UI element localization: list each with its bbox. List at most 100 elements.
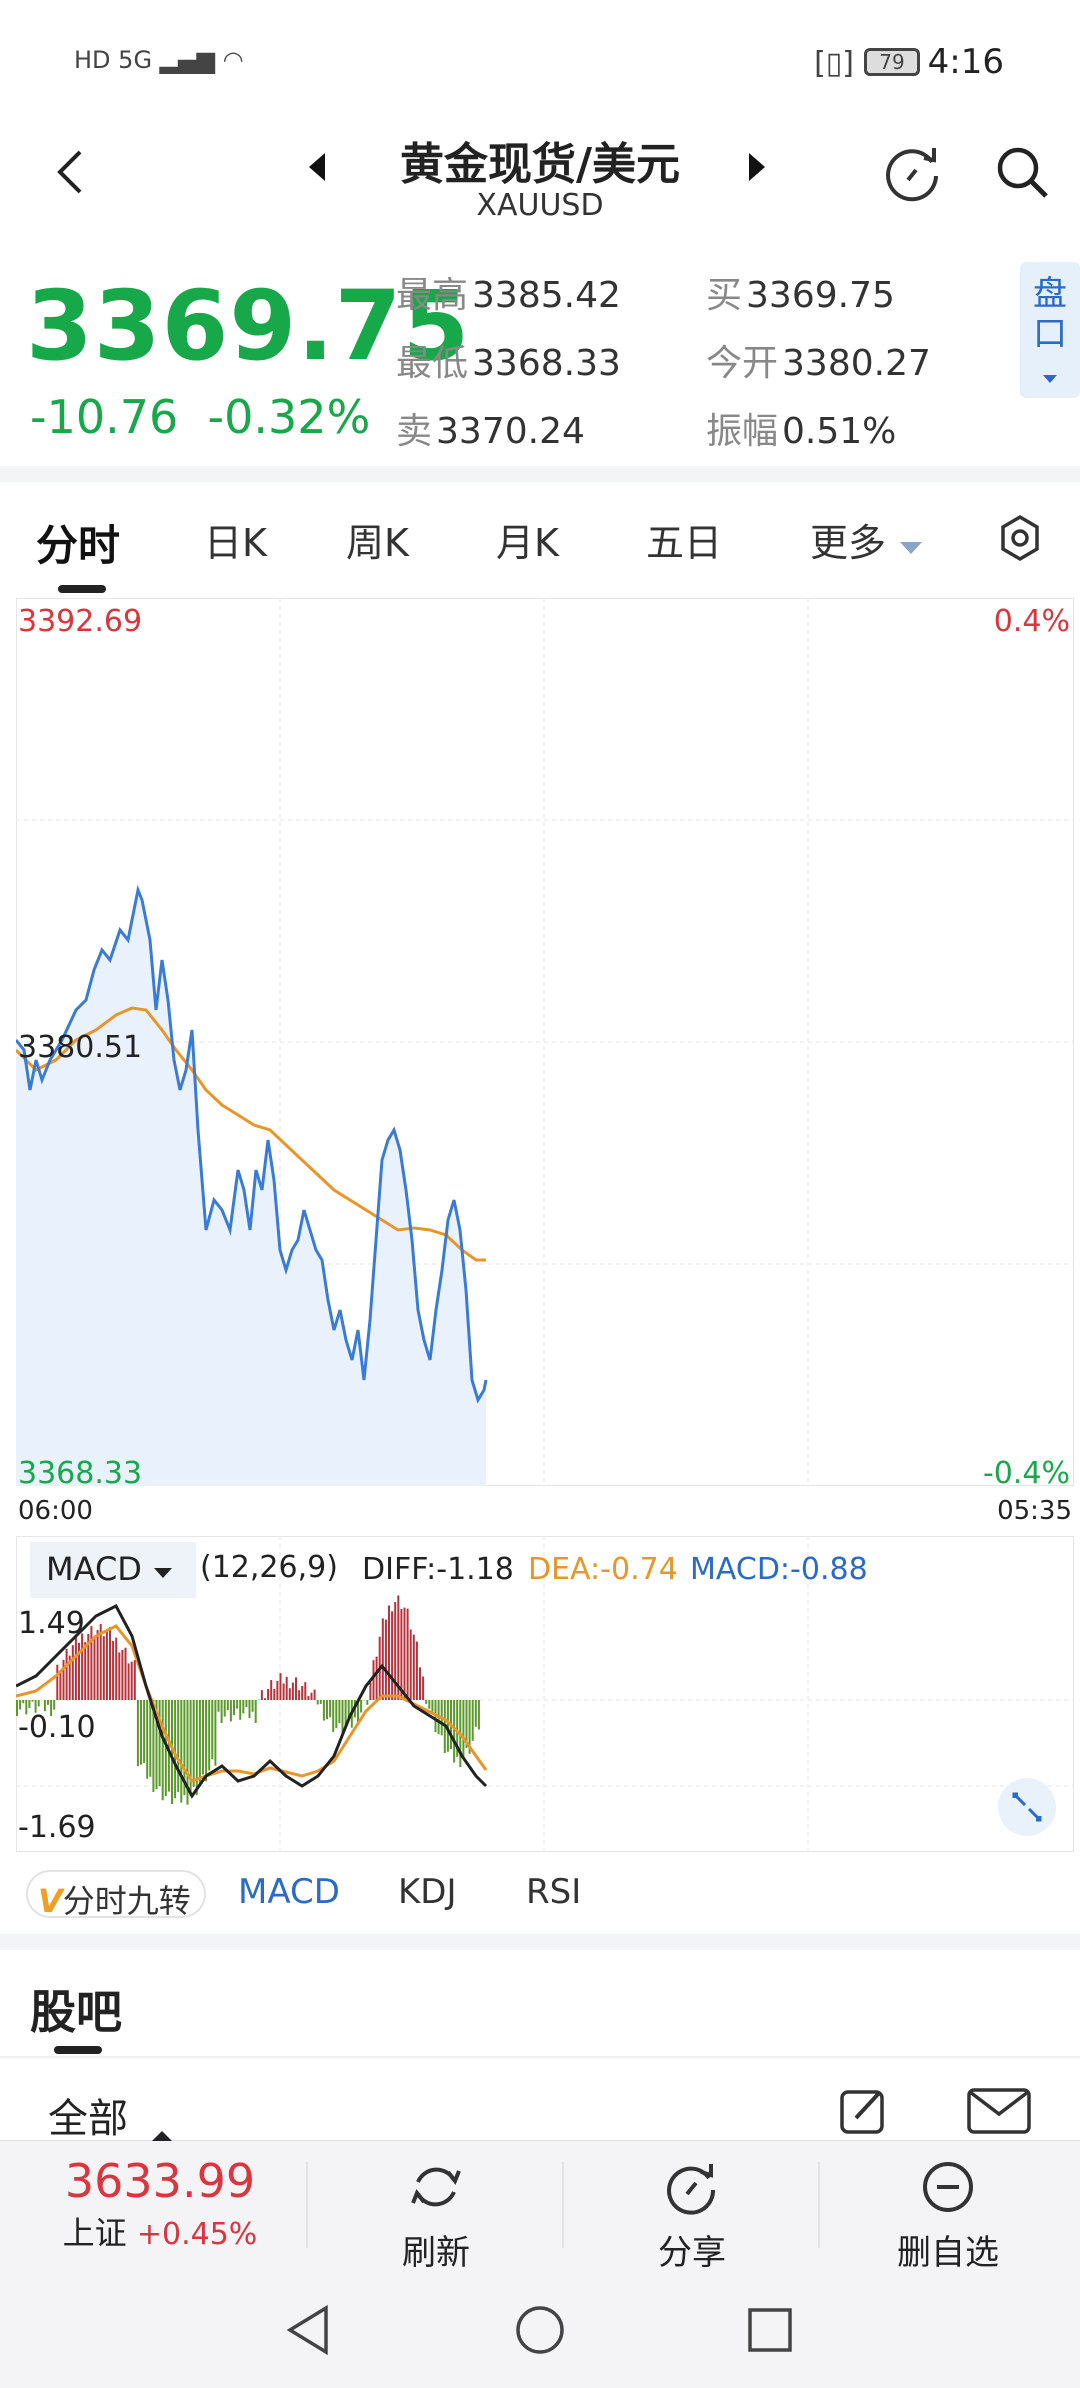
macd-bar xyxy=(298,1690,301,1700)
nav-home-icon[interactable] xyxy=(514,2304,566,2360)
macd-bar xyxy=(254,1700,257,1723)
pankou-button[interactable]: 盘口 xyxy=(1020,262,1080,398)
macd-bar xyxy=(388,1605,390,1700)
dea-line xyxy=(16,1624,488,1783)
message-icon[interactable] xyxy=(966,2086,1032,2136)
macd-bar xyxy=(87,1633,90,1700)
macd-bar xyxy=(412,1634,415,1700)
page-title: 黄金现货/美元 xyxy=(399,139,681,190)
edit-post-icon[interactable] xyxy=(836,2082,892,2138)
macd-chart[interactable] xyxy=(16,1536,1074,1852)
divider xyxy=(306,2162,308,2248)
macd-bar xyxy=(152,1700,155,1793)
macd-bar xyxy=(316,1700,319,1705)
macd-bar xyxy=(267,1689,270,1700)
last-price: 3369.75 xyxy=(26,270,471,382)
macd-bar xyxy=(397,1595,400,1700)
expand-icon[interactable] xyxy=(998,1778,1056,1836)
macd-bar xyxy=(400,1609,403,1700)
tab-monthly-k[interactable]: 月K xyxy=(496,521,559,565)
macd-bar xyxy=(43,1700,46,1712)
macd-bar xyxy=(419,1667,421,1700)
intraday-chart[interactable] xyxy=(16,598,1074,1486)
macd-bar xyxy=(25,1700,28,1715)
subtab-macd[interactable]: MACD xyxy=(238,1872,340,1912)
tab-daily-k[interactable]: 日K xyxy=(204,521,267,565)
remove-watchlist-button[interactable]: 删自选 xyxy=(848,2140,1048,2273)
macd-bar xyxy=(133,1660,136,1700)
macd-bar xyxy=(285,1676,288,1700)
settings-gear-icon[interactable] xyxy=(996,514,1044,562)
macd-bar xyxy=(264,1698,266,1700)
macd-bar xyxy=(428,1700,431,1709)
bottom-action-bar xyxy=(0,2140,1080,2268)
average-price-line xyxy=(16,1006,486,1262)
status-bar: HD 5G ▂▄▆ ◠ [▯] 79 4:16 xyxy=(0,0,1080,120)
macd-y-mid: -0.10 xyxy=(18,1710,96,1745)
macd-bar xyxy=(394,1602,397,1700)
macd-bar xyxy=(251,1700,254,1712)
macd-bar xyxy=(19,1700,22,1710)
macd-bar xyxy=(446,1700,449,1752)
tab-five-day[interactable]: 五日 xyxy=(646,521,723,565)
macd-bar xyxy=(403,1607,406,1700)
tab-intraday[interactable]: 分时 xyxy=(36,521,121,570)
back-icon[interactable] xyxy=(50,140,90,200)
macd-bar xyxy=(431,1700,434,1712)
macd-bar xyxy=(16,1700,18,1716)
macd-bar xyxy=(220,1700,223,1723)
macd-bar xyxy=(347,1700,350,1720)
macd-bar xyxy=(28,1700,31,1708)
macd-bar xyxy=(384,1619,387,1700)
refresh-icon[interactable] xyxy=(880,140,944,204)
nav-back-icon[interactable] xyxy=(284,2304,332,2360)
macd-bar xyxy=(335,1700,338,1729)
y-axis-mid: 3380.51 xyxy=(18,1030,143,1065)
macd-bar xyxy=(186,1700,189,1805)
search-icon[interactable] xyxy=(990,140,1054,204)
dropdown-triangle-icon xyxy=(900,542,923,554)
macd-bar xyxy=(229,1700,232,1722)
divider xyxy=(0,466,1080,482)
prev-instrument-icon[interactable] xyxy=(305,150,329,193)
y-axis-max: 3392.69 xyxy=(18,604,143,639)
refresh-button[interactable]: 刷新 xyxy=(336,2140,536,2273)
macd-bar xyxy=(422,1676,425,1700)
macd-bar xyxy=(301,1686,304,1700)
jiuzhuan-button[interactable]: V分时九转 xyxy=(26,1870,206,1920)
pct-axis-min: -0.4% xyxy=(982,1456,1070,1491)
pull-up-triangle-icon xyxy=(150,2128,174,2147)
macd-bar xyxy=(453,1700,456,1763)
guba-section-title[interactable]: 股吧 xyxy=(30,1985,122,2039)
next-instrument-icon[interactable] xyxy=(745,150,769,193)
macd-bar xyxy=(37,1700,40,1707)
macd-bar xyxy=(381,1618,384,1700)
macd-chart-frame xyxy=(16,1536,1074,1852)
macd-bar xyxy=(121,1649,124,1700)
index-ticker[interactable]: 3633.99 上证 +0.45% xyxy=(62,2154,258,2252)
macd-bar xyxy=(53,1700,56,1710)
tab-weekly-k[interactable]: 周K xyxy=(346,521,409,565)
macd-bar xyxy=(406,1608,409,1700)
macd-bar xyxy=(205,1700,208,1782)
macd-bar xyxy=(118,1652,121,1700)
subtab-kdj[interactable]: KDJ xyxy=(398,1872,457,1912)
minus-circle-icon xyxy=(923,2162,973,2212)
price-area-fill xyxy=(16,890,486,1486)
share-icon xyxy=(667,2164,716,2215)
macd-bar xyxy=(112,1640,115,1700)
macd-bar xyxy=(143,1700,146,1764)
macd-bar xyxy=(425,1700,428,1704)
share-button[interactable]: 分享 xyxy=(592,2140,792,2273)
tab-more[interactable]: 更多 xyxy=(810,512,924,567)
signal-icon: HD 5G ▂▄▆ ◠ xyxy=(74,46,244,74)
subtab-rsi[interactable]: RSI xyxy=(526,1872,582,1912)
guba-filter-all[interactable]: 全部 xyxy=(48,2096,128,2142)
x-axis-start: 06:00 xyxy=(18,1496,93,1526)
tab-indicator xyxy=(58,585,106,593)
nav-recents-icon[interactable] xyxy=(746,2306,794,2358)
indicator-selector[interactable]: MACD xyxy=(30,1542,196,1598)
macd-bar xyxy=(474,1700,477,1727)
macd-bar xyxy=(56,1664,59,1700)
macd-bar xyxy=(332,1700,335,1732)
